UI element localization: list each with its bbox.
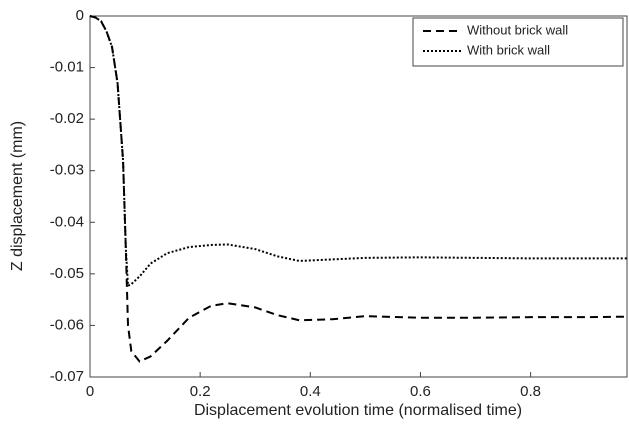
x-tick-label: 0.4 [300, 383, 321, 400]
x-tick-label: 0.8 [520, 383, 541, 400]
y-tick-label: -0.01 [50, 59, 84, 76]
y-axis-label: Z displacement (mm) [9, 121, 26, 271]
legend-box [412, 17, 624, 67]
legend-label: Without brick wall [467, 22, 568, 37]
series-line [89, 15, 628, 363]
legend-label: With brick wall [467, 42, 550, 57]
x-tick-label: 0.2 [190, 383, 211, 400]
y-tick-label: 0 [76, 7, 84, 24]
x-tick-label: 0 [86, 383, 94, 400]
y-tick-label: -0.05 [50, 265, 84, 282]
y-tick-label: -0.02 [50, 110, 84, 127]
y-tick-label: -0.04 [50, 213, 84, 230]
x-tick-label: 0.6 [410, 383, 431, 400]
x-axis-label: Displacement evolution time (normalised … [194, 402, 522, 419]
y-tick-label: -0.07 [50, 368, 84, 385]
y-tick-label: -0.06 [50, 316, 84, 333]
y-tick-label: -0.03 [50, 162, 84, 179]
plot-frame [89, 15, 628, 378]
